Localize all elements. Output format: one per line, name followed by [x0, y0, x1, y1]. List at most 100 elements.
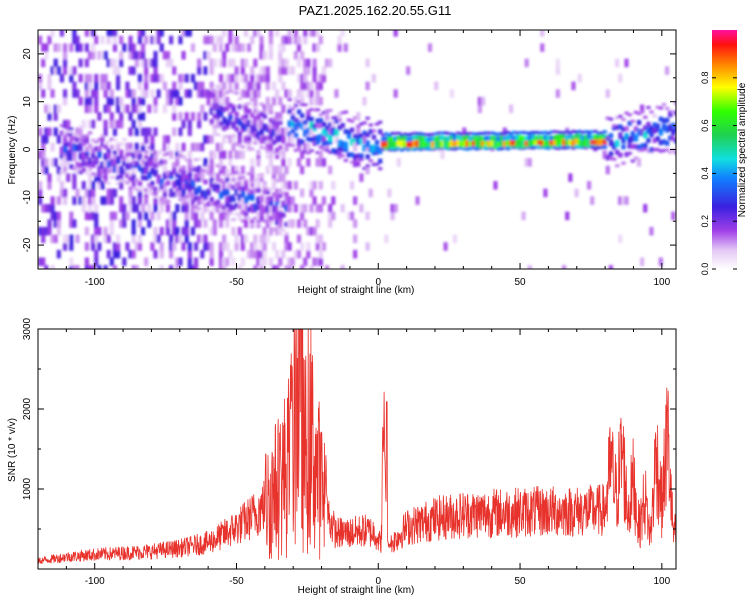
heatmap-cell: [356, 158, 361, 167]
heatmap-cell: [50, 203, 55, 213]
heatmap-cell: [243, 124, 249, 132]
heatmap-cell: [197, 219, 202, 228]
heatmap-cell: [44, 203, 49, 213]
heatmap-cell: [371, 163, 377, 167]
heatmap-cell: [87, 81, 93, 91]
heatmap-cell: [38, 226, 43, 236]
heatmap-cell: [209, 211, 214, 221]
heatmap-cell: [243, 113, 249, 119]
heatmap-cell: [265, 189, 271, 195]
heatmap-cell: [250, 249, 255, 259]
heatmap-cell: [156, 30, 161, 37]
heatmap-cell: [218, 89, 224, 98]
heatmap-cell: [122, 43, 127, 52]
heatmap-cell: [371, 73, 376, 83]
heatmap-cell: [649, 110, 654, 114]
heatmap-cell: [190, 196, 196, 200]
heatmap-cell: [134, 142, 139, 152]
heatmap-cell: [243, 219, 249, 228]
heatmap-cell: [331, 148, 336, 154]
heatmap-cell: [128, 89, 133, 98]
heatmap-cell: [315, 30, 320, 37]
heatmap-cell: [91, 265, 96, 269]
heatmap-cell: [169, 191, 174, 197]
heatmap-cell: [353, 219, 358, 228]
heatmap-cell: [527, 146, 533, 150]
heatmap-cell: [234, 188, 239, 196]
heatmap-cell: [178, 188, 183, 198]
heatmap-cell: [300, 188, 305, 198]
heatmap-cell: [140, 159, 146, 165]
heatmap-cell: [103, 173, 108, 182]
heatmap-cell: [250, 125, 255, 133]
heatmap-cell: [243, 81, 249, 91]
heatmap-cell: [284, 242, 289, 251]
heatmap-cell: [349, 211, 355, 221]
heatmap-cell: [106, 196, 111, 205]
heatmap-cell: [47, 81, 52, 91]
heatmap-cell: [343, 129, 349, 135]
heatmap-cell: [209, 135, 214, 144]
heatmap-cell: [181, 155, 186, 159]
heatmap-cell: [265, 81, 270, 91]
heatmap-cell: [69, 66, 74, 75]
heatmap-cell: [490, 139, 495, 147]
heatmap-cell: [256, 89, 261, 98]
heatmap-cell: [505, 147, 511, 151]
heatmap-cell: [275, 179, 280, 183]
heatmap-cell: [84, 30, 89, 37]
heatmap-cell: [253, 249, 258, 259]
heatmap-cell: [137, 155, 143, 161]
heatmap-cell: [377, 120, 383, 124]
heatmap-cell: [262, 109, 267, 113]
heatmap-cell: [222, 211, 227, 221]
heatmap-cell: [593, 134, 598, 140]
heatmap-cell: [237, 97, 243, 101]
heatmap-cell: [605, 89, 610, 98]
heatmap-cell: [437, 135, 442, 141]
heatmap-cell: [84, 161, 90, 167]
heatmap-cell: [137, 164, 143, 172]
heatmap-cell: [94, 104, 99, 114]
heatmap-cell: [284, 265, 289, 269]
heatmap-cell: [608, 133, 614, 139]
heatmap-cell: [381, 133, 386, 137]
heatmap-cell: [259, 234, 264, 244]
snr-series-line: [38, 329, 676, 564]
heatmap-cell: [253, 234, 258, 244]
heatmap-cell: [353, 133, 358, 139]
heatmap-cell: [231, 165, 236, 175]
heatmap-cell: [209, 150, 214, 159]
heatmap-cell: [549, 143, 554, 149]
heatmap-cell: [153, 73, 158, 83]
heatmap-cell: [156, 234, 161, 244]
heatmap-cell: [153, 249, 158, 259]
heatmap-cell: [106, 160, 112, 168]
heatmap-cell: [508, 135, 514, 141]
heatmap-cell: [440, 150, 445, 159]
heatmap-cell: [56, 135, 61, 144]
heatmap-cell: [256, 110, 261, 114]
heatmap-cell: [321, 128, 327, 136]
heatmap-cell: [331, 127, 336, 133]
heatmap-cell: [81, 167, 87, 173]
heatmap-cell: [390, 136, 395, 142]
heatmap-cell: [639, 257, 645, 267]
heatmap-cell: [300, 113, 305, 119]
heatmap-cell: [115, 181, 121, 185]
heatmap-cell: [240, 115, 246, 121]
heatmap-cell: [222, 189, 227, 197]
heatmap-cell: [633, 156, 639, 160]
heatmap-cell: [147, 171, 152, 179]
heatmap-cell: [222, 30, 227, 37]
heatmap-cell: [243, 196, 249, 204]
heatmap-cell: [66, 156, 71, 162]
heatmap-cell: [278, 127, 283, 137]
heatmap-cell: [97, 226, 102, 236]
heatmap-cell: [97, 171, 102, 177]
heatmap-cell: [309, 226, 314, 236]
heatmap-cell: [131, 96, 136, 106]
heatmap-cell: [147, 188, 152, 192]
heatmap-cell: [281, 35, 286, 45]
heatmap-cell: [193, 142, 199, 152]
